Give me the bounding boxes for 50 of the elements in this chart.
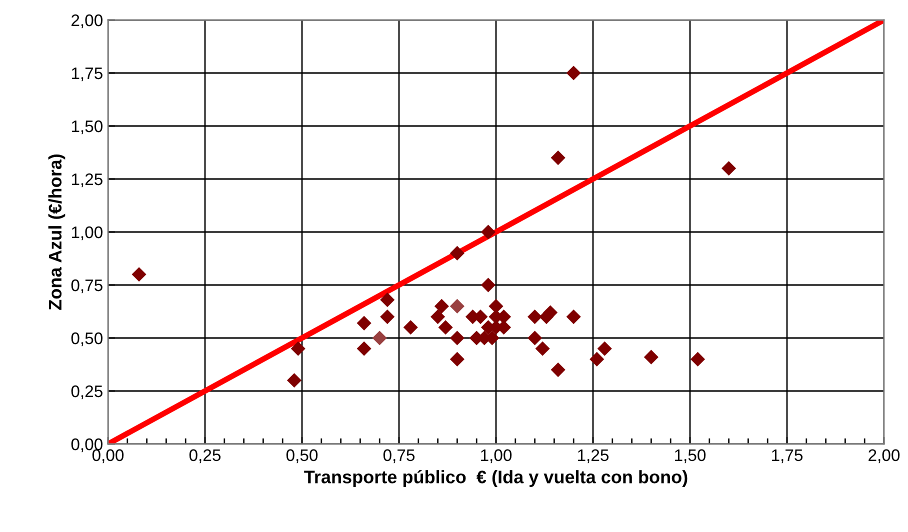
x-tick-label: 0,25 <box>189 449 221 464</box>
point <box>286 373 302 388</box>
point <box>372 330 387 346</box>
x-tick-label: 0,75 <box>383 449 415 464</box>
point <box>488 298 504 314</box>
y-tick-label: 1,75 <box>72 68 102 82</box>
y-tick-label: 0,50 <box>71 332 102 346</box>
x-tick-label: 1,75 <box>772 449 803 464</box>
point <box>403 320 418 335</box>
point <box>550 362 566 378</box>
point <box>450 246 464 260</box>
point <box>597 341 612 356</box>
point <box>356 316 372 330</box>
y-tick-label: 0,25 <box>71 385 102 400</box>
point <box>644 350 658 364</box>
y-tick-label: 2,00 <box>72 14 102 28</box>
point <box>480 278 496 292</box>
point <box>543 305 558 320</box>
point <box>528 330 542 346</box>
x-tick-label: 1,00 <box>481 449 512 464</box>
point <box>450 352 464 366</box>
point <box>535 341 550 356</box>
y-axis-title: Zona Azul (€/hora) <box>48 154 66 310</box>
point <box>380 292 395 308</box>
point <box>430 310 446 324</box>
x-tick-label: 1,25 <box>578 449 609 464</box>
point <box>722 161 736 176</box>
point <box>434 298 449 314</box>
y-tick-label: 0,75 <box>71 279 102 294</box>
x-tick-label: 0,50 <box>286 449 318 464</box>
x-tick-label: 1,50 <box>675 449 706 464</box>
point <box>380 310 395 324</box>
x-tick-label: 2,00 <box>868 449 900 464</box>
point <box>290 341 306 356</box>
point <box>566 310 581 324</box>
point <box>550 150 566 166</box>
point <box>590 352 604 366</box>
point <box>356 341 372 356</box>
point <box>480 224 496 240</box>
point <box>528 310 542 324</box>
point <box>690 352 706 366</box>
y-tick-label: 1,00 <box>72 226 102 240</box>
x-axis-title: Transporte público € (Ida y vuelta con bono) <box>304 470 688 487</box>
point <box>450 330 464 346</box>
point <box>566 66 581 80</box>
point <box>438 320 453 335</box>
point <box>450 298 464 314</box>
y-tick-label: 1,25 <box>72 173 102 188</box>
y-tick-label: 1,50 <box>72 120 102 134</box>
point <box>132 267 146 282</box>
